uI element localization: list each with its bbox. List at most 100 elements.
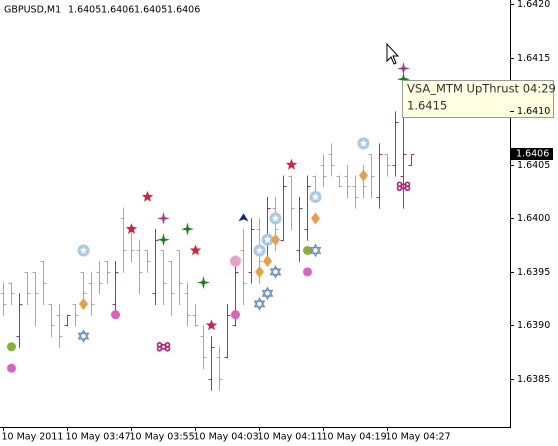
x-tick-label: 10 May 04:11 xyxy=(258,432,323,443)
cursor xyxy=(386,42,400,65)
marker-ring xyxy=(357,137,370,150)
y-tick-label: 1.6405 xyxy=(517,160,550,171)
marker-ring-star xyxy=(263,235,272,243)
ohlc-bar xyxy=(208,336,215,391)
ohlc-bar xyxy=(160,250,167,305)
marker-dot xyxy=(7,342,16,352)
header-value: 1.6406 xyxy=(167,5,200,16)
ohlc-bar xyxy=(336,175,343,188)
x-tick-label: 10 May 03:55 xyxy=(130,432,195,443)
marker-diamond xyxy=(359,169,368,182)
ohlc-bar xyxy=(328,143,335,177)
marker-ring xyxy=(253,244,266,257)
marker-ring xyxy=(309,190,322,203)
marker-dot xyxy=(231,310,240,320)
marker-triangle xyxy=(238,213,249,222)
marker-ring-star xyxy=(79,246,88,254)
ohlc-bar xyxy=(56,303,63,348)
ohlc-bar xyxy=(72,303,79,327)
marker-hexagram xyxy=(261,286,274,301)
ohlc-bar xyxy=(168,261,175,316)
x-tick-label: 10 May 2011 xyxy=(2,432,64,443)
y-tick-label: 1.6420 xyxy=(517,0,550,10)
marker-diamond xyxy=(79,297,88,310)
ohlc-bar xyxy=(192,303,199,327)
ohlc-bar xyxy=(144,250,151,273)
ohlc-bar xyxy=(376,143,383,209)
marker-dot xyxy=(7,363,16,373)
tooltip: VSA_MTM UpThrust 04:29 1.6415 xyxy=(402,80,556,118)
marker-diamond xyxy=(263,255,272,268)
ohlc-bar xyxy=(320,154,327,188)
ohlc-bar xyxy=(136,239,143,295)
x-tick-label: 10 May 04:19 xyxy=(322,432,387,443)
tooltip-value: 1.6415 xyxy=(407,99,447,113)
marker-star xyxy=(157,233,170,247)
ohlc-bar xyxy=(344,164,351,198)
marker-star xyxy=(397,72,410,86)
markers xyxy=(7,62,411,373)
ohlc-bar xyxy=(392,111,399,177)
ohlc-bar xyxy=(288,175,295,231)
marker-ring-star xyxy=(271,214,280,222)
ohlc-bar xyxy=(368,154,375,198)
marker-star xyxy=(397,62,410,75)
marker-dot xyxy=(111,310,120,320)
y-tick-label: 1.6385 xyxy=(517,374,550,385)
ohlc-bar xyxy=(120,207,127,273)
marker-dot xyxy=(303,245,312,255)
current-price-box xyxy=(511,148,553,160)
marker-hexagram xyxy=(77,329,90,343)
ohlc-bar xyxy=(296,196,303,263)
current-price-label: 1.6406 xyxy=(516,149,549,160)
ohlc-bar xyxy=(8,282,15,305)
marker-flower xyxy=(229,255,242,268)
ohlc-bar xyxy=(0,282,7,316)
marker-diamond xyxy=(271,233,280,246)
marker-hexagram xyxy=(253,297,266,311)
ohlc-bar xyxy=(280,175,287,241)
marker-ring-star xyxy=(255,246,264,254)
marker-hexagram xyxy=(309,243,322,258)
ohlc-bar xyxy=(40,261,47,305)
ohlc-bar xyxy=(216,346,223,391)
ohlc-bar xyxy=(16,293,23,348)
x-tick-label: 10 May 04:27 xyxy=(386,432,451,443)
ohlc-bar xyxy=(304,175,311,241)
y-tick-label: 1.6390 xyxy=(517,320,550,331)
marker-star xyxy=(141,190,154,202)
header-value: 1.6405 xyxy=(134,5,167,16)
ohlc-bar xyxy=(152,229,159,305)
ohlc-bar xyxy=(24,271,31,305)
ohlc-bar xyxy=(32,271,39,327)
y-tick-label: 1.6395 xyxy=(517,267,550,278)
marker-ring xyxy=(269,212,282,225)
ohlc-bar xyxy=(104,261,111,284)
bars xyxy=(0,89,415,391)
marker-command xyxy=(396,181,411,192)
marker-star xyxy=(157,211,170,225)
x-tick-label: 10 May 03:47 xyxy=(66,432,131,443)
ohlc-bar xyxy=(408,154,415,166)
ohlc-bar xyxy=(240,229,247,305)
y-tick-label: 1.6400 xyxy=(517,213,550,224)
x-tick-label: 10 May 04:03 xyxy=(194,432,259,443)
marker-star xyxy=(125,223,138,234)
marker-star xyxy=(181,222,194,236)
y-tick-label: 1.6410 xyxy=(517,106,550,117)
marker-ring-star xyxy=(359,139,368,147)
marker-ring xyxy=(261,233,274,246)
ohlc-bar xyxy=(64,314,71,327)
ohlc-bar xyxy=(352,175,359,209)
marker-ring-star xyxy=(311,192,320,201)
tooltip-title: VSA_MTM UpThrust 04:29 xyxy=(407,82,556,96)
marker-star xyxy=(189,244,202,256)
marker-command xyxy=(156,341,171,352)
marker-diamond xyxy=(255,265,264,278)
ohlc-bar xyxy=(88,271,95,316)
symbol: GBPUSD,M1 xyxy=(4,5,61,16)
tooltip-box xyxy=(402,80,554,118)
ohlc-bar xyxy=(112,261,119,316)
ohlc-bar xyxy=(176,250,183,305)
